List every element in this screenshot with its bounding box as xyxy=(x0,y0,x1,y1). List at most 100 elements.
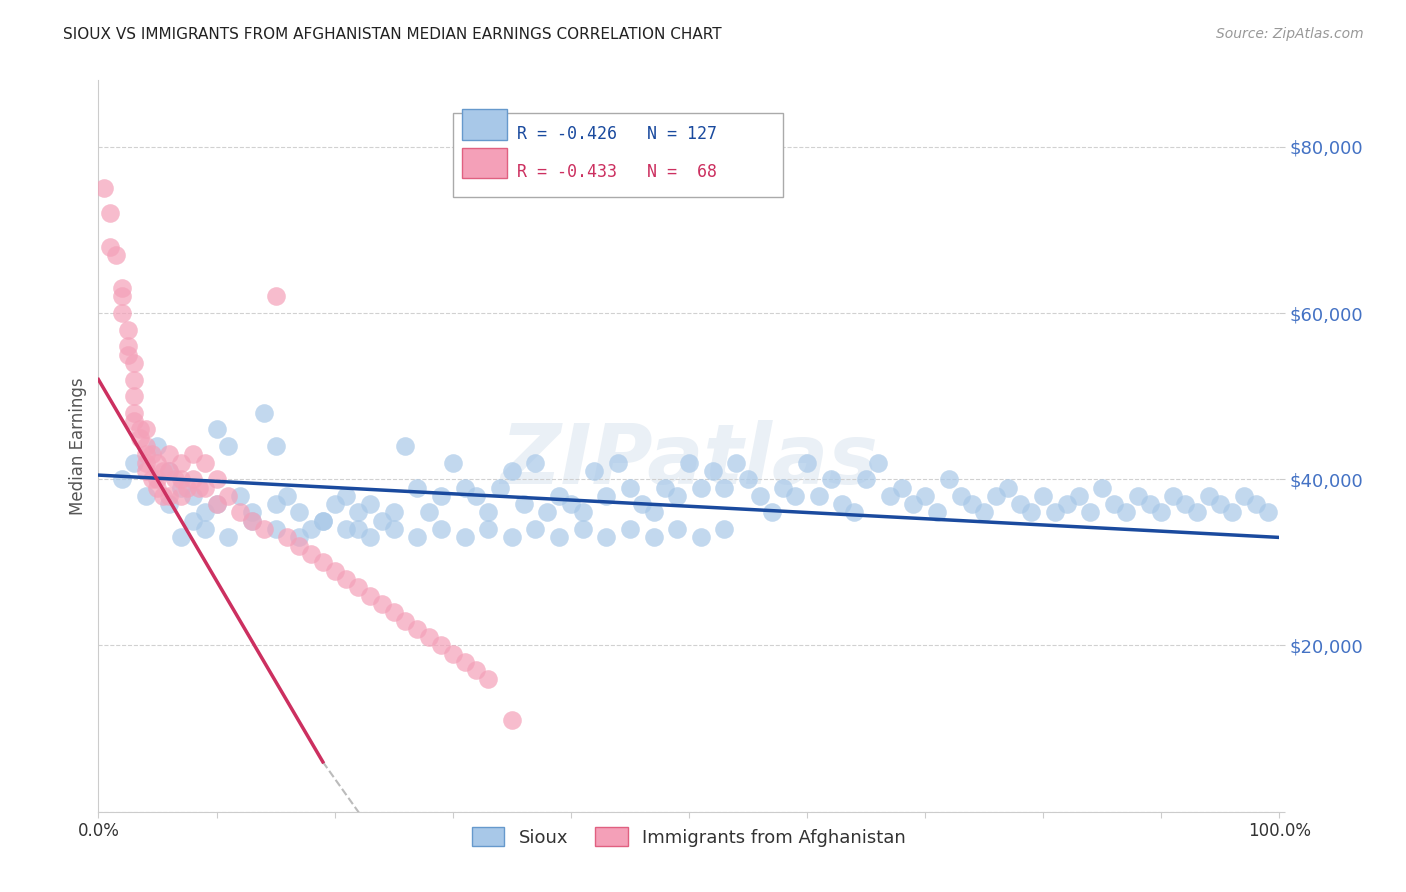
Point xyxy=(165,472,187,486)
Point xyxy=(465,489,488,503)
Point xyxy=(135,447,157,461)
Point xyxy=(418,506,440,520)
Point xyxy=(772,481,794,495)
Point xyxy=(524,456,547,470)
Point xyxy=(654,481,676,495)
Point xyxy=(914,489,936,503)
Point xyxy=(181,489,204,503)
Point xyxy=(785,489,807,503)
Point xyxy=(347,522,370,536)
Point xyxy=(253,406,276,420)
Point xyxy=(607,456,630,470)
Y-axis label: Median Earnings: Median Earnings xyxy=(69,377,87,515)
Point xyxy=(984,489,1007,503)
Point xyxy=(135,439,157,453)
Point xyxy=(1150,506,1173,520)
FancyBboxPatch shape xyxy=(463,148,508,178)
Point xyxy=(571,522,593,536)
Point xyxy=(925,506,948,520)
Point xyxy=(371,597,394,611)
Point xyxy=(141,447,163,461)
Point xyxy=(879,489,901,503)
Point xyxy=(938,472,960,486)
Point xyxy=(643,506,665,520)
Point xyxy=(512,497,534,511)
Point xyxy=(229,489,252,503)
Point xyxy=(725,456,748,470)
Point xyxy=(394,614,416,628)
Point xyxy=(748,489,770,503)
Point xyxy=(205,497,228,511)
Point xyxy=(194,506,217,520)
Point xyxy=(1220,506,1243,520)
Point xyxy=(157,464,180,478)
Point xyxy=(157,464,180,478)
Point xyxy=(1185,506,1208,520)
Point xyxy=(181,447,204,461)
Point xyxy=(335,489,357,503)
Point xyxy=(217,530,239,544)
Point xyxy=(288,506,311,520)
Point xyxy=(382,522,405,536)
Point xyxy=(347,506,370,520)
Point xyxy=(111,289,134,303)
Point xyxy=(382,605,405,619)
Point xyxy=(105,248,128,262)
Point xyxy=(949,489,972,503)
Point xyxy=(98,239,121,253)
Point xyxy=(453,530,475,544)
Point xyxy=(312,514,335,528)
Text: ZIPatlas: ZIPatlas xyxy=(501,420,877,501)
Point xyxy=(831,497,853,511)
Point xyxy=(122,389,145,403)
Point xyxy=(394,439,416,453)
Point xyxy=(536,506,558,520)
Point xyxy=(122,406,145,420)
Point xyxy=(489,481,512,495)
Point xyxy=(205,472,228,486)
Legend: Sioux, Immigrants from Afghanistan: Sioux, Immigrants from Afghanistan xyxy=(464,820,914,854)
Point xyxy=(170,456,193,470)
Point xyxy=(229,506,252,520)
Point xyxy=(1233,489,1256,503)
Point xyxy=(1139,497,1161,511)
Point xyxy=(477,672,499,686)
Point xyxy=(477,506,499,520)
Point xyxy=(501,530,523,544)
Point xyxy=(807,489,830,503)
Point xyxy=(1032,489,1054,503)
Point xyxy=(737,472,759,486)
Point xyxy=(713,481,735,495)
Point xyxy=(122,414,145,428)
Point xyxy=(194,522,217,536)
Point xyxy=(524,522,547,536)
Point xyxy=(264,439,287,453)
Point xyxy=(146,472,169,486)
Point xyxy=(276,530,298,544)
Point xyxy=(477,522,499,536)
Point xyxy=(1091,481,1114,495)
Point xyxy=(1198,489,1220,503)
Point xyxy=(430,522,453,536)
Point xyxy=(146,481,169,495)
Point xyxy=(152,489,174,503)
Point xyxy=(678,456,700,470)
Point xyxy=(335,572,357,586)
Point xyxy=(595,530,617,544)
Point xyxy=(194,456,217,470)
Point xyxy=(181,514,204,528)
Point xyxy=(135,456,157,470)
Point xyxy=(453,655,475,669)
Point xyxy=(430,489,453,503)
Point xyxy=(111,306,134,320)
Point xyxy=(146,456,169,470)
Point xyxy=(1174,497,1197,511)
Point xyxy=(146,439,169,453)
Point xyxy=(666,522,689,536)
Point xyxy=(176,481,198,495)
Point xyxy=(548,530,571,544)
Point xyxy=(312,555,335,569)
Point xyxy=(1209,497,1232,511)
Point xyxy=(217,439,239,453)
Point xyxy=(187,481,209,495)
